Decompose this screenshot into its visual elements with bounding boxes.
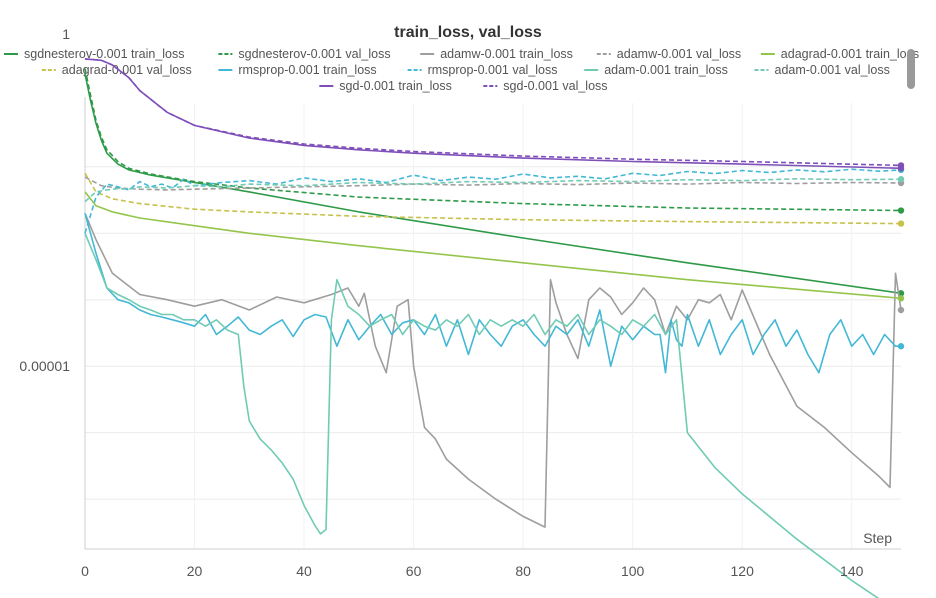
legend-label: adamw-0.001 train_loss	[440, 47, 573, 61]
y-tick-label: 1	[62, 26, 70, 42]
series-line	[84, 176, 902, 191]
series-end-point	[897, 176, 905, 183]
legend-item[interactable]: sgd-0.001 val_loss	[483, 79, 608, 93]
legend-label: sgdnesterov-0.001 val_loss	[238, 47, 390, 61]
series-layer	[84, 58, 905, 598]
series-line	[84, 191, 902, 300]
legend-label: adam-0.001 train_loss	[604, 63, 728, 77]
series-line	[84, 212, 902, 528]
y-tick-label: 0.00001	[19, 358, 70, 374]
legend-label: sgdnesterov-0.001 train_loss	[24, 47, 185, 61]
series-line	[84, 213, 901, 374]
x-tick-label: 0	[81, 563, 89, 579]
axes	[84, 97, 901, 550]
x-tick-label: 20	[187, 563, 203, 579]
series-end-point	[897, 343, 905, 350]
legend-item[interactable]: sgd-0.001 train_loss	[319, 79, 452, 93]
series-line	[84, 168, 902, 234]
legend-label: adagrad-0.001 train_loss	[781, 47, 919, 61]
legend-label: adam-0.001 val_loss	[775, 63, 890, 77]
series-end-point	[897, 162, 905, 169]
legend-label: sgd-0.001 train_loss	[339, 79, 452, 93]
legend-item[interactable]: adamw-0.001 val_loss	[596, 47, 741, 61]
legend-label: rmsprop-0.001 train_loss	[238, 63, 376, 77]
legend-item[interactable]: adam-0.001 val_loss	[754, 63, 890, 77]
series-line	[84, 232, 880, 598]
legend-item[interactable]: rmsprop-0.001 val_loss	[407, 63, 558, 77]
x-tick-label: 40	[296, 563, 312, 579]
series-end-point	[897, 207, 905, 214]
legend-label: sgd-0.001 val_loss	[503, 79, 607, 93]
x-axis-label: Step	[863, 530, 892, 546]
legend-label: adagrad-0.001 val_loss	[62, 63, 192, 77]
x-tick-label: 100	[621, 563, 645, 579]
x-tick-label: 60	[406, 563, 422, 579]
legend-item[interactable]: sgdnesterov-0.001 val_loss	[218, 47, 391, 61]
series-line	[84, 178, 902, 203]
legend-item[interactable]: adamw-0.001 train_loss	[420, 47, 573, 61]
series-line	[84, 68, 902, 212]
legend-item[interactable]: adagrad-0.001 val_loss	[41, 63, 192, 77]
series-end-point	[897, 220, 905, 227]
series-line	[84, 73, 902, 295]
legend-label: rmsprop-0.001 val_loss	[428, 63, 558, 77]
x-tick-label: 80	[515, 563, 531, 579]
grid	[85, 103, 901, 549]
x-tick-label: 120	[731, 563, 755, 579]
series-line	[84, 58, 902, 167]
legend-item[interactable]: sgdnesterov-0.001 train_loss	[4, 47, 185, 61]
series-line	[84, 172, 902, 225]
legend-item[interactable]: adam-0.001 train_loss	[584, 63, 728, 77]
series-end-point	[897, 306, 905, 314]
legend-item[interactable]: adagrad-0.001 train_loss	[760, 47, 919, 61]
legend: sgdnesterov-0.001 train_loss sgdnesterov-…	[4, 47, 919, 93]
series-end-point	[897, 295, 905, 302]
legend-label: adamw-0.001 val_loss	[617, 47, 741, 61]
chart-title: train_loss, val_loss	[394, 24, 542, 41]
x-tick-label: 140	[840, 563, 864, 579]
tick-labels: 0 20 40 60 80 100 120 140 1 0.00001	[19, 26, 863, 579]
legend-item[interactable]: rmsprop-0.001 train_loss	[218, 63, 377, 77]
legend-scrollbar[interactable]	[907, 49, 915, 89]
